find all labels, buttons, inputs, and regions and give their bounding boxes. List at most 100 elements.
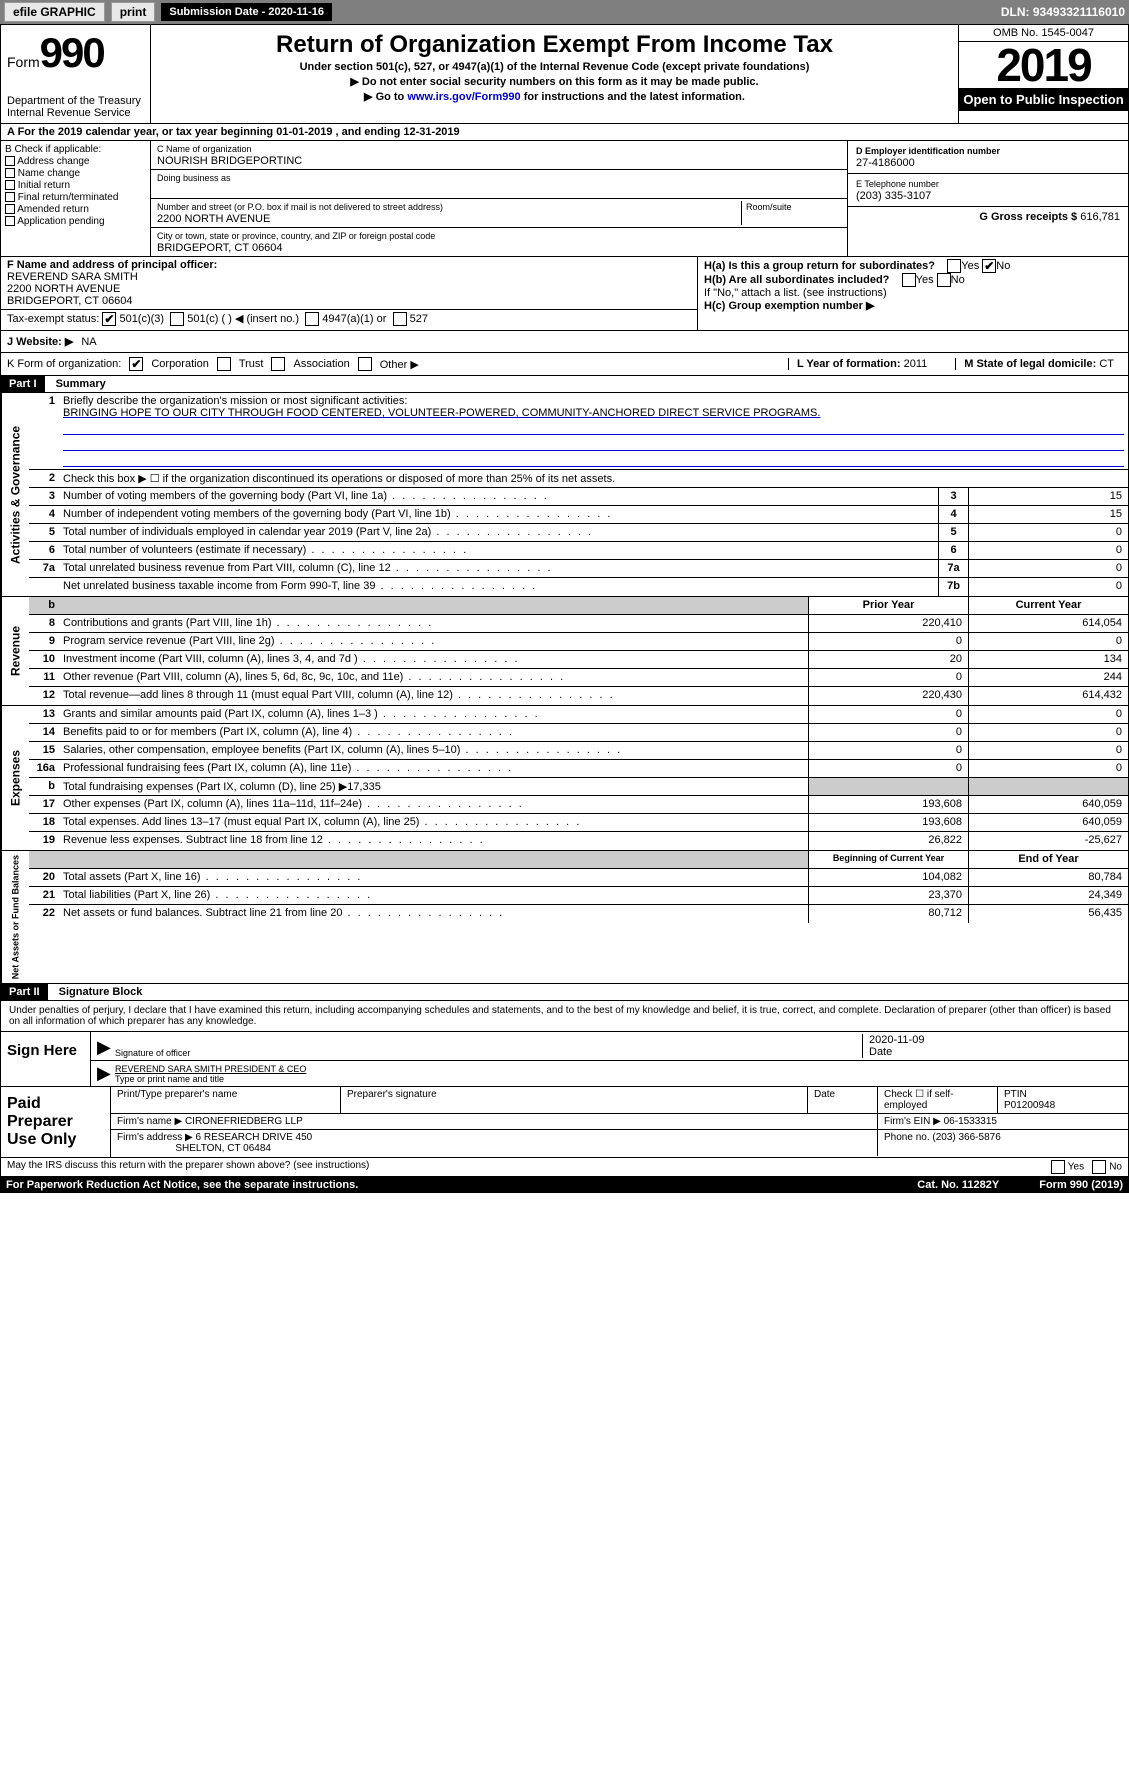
l-label: L Year of formation: bbox=[797, 358, 904, 370]
korg-row: K Form of organization: Corporation Trus… bbox=[0, 353, 1129, 376]
checkbox-501c[interactable] bbox=[170, 312, 184, 326]
irs-link[interactable]: www.irs.gov/Form990 bbox=[407, 91, 520, 103]
korg-trust[interactable] bbox=[217, 357, 231, 371]
korg-assoc[interactable] bbox=[271, 357, 285, 371]
box-c: C Name of organizationNOURISH BRIDGEPORT… bbox=[151, 141, 848, 256]
header-title-block: Return of Organization Exempt From Incom… bbox=[151, 25, 958, 123]
ptin-value: P01200948 bbox=[1004, 1100, 1055, 1111]
table-row: 12Total revenue—add lines 8 through 11 (… bbox=[29, 687, 1128, 705]
officer-addr2: BRIDGEPORT, CT 06604 bbox=[7, 295, 691, 307]
part1-badge: Part I bbox=[1, 376, 45, 392]
checkbox-amended-return[interactable] bbox=[5, 204, 15, 214]
dept-treasury: Department of the Treasury bbox=[7, 95, 144, 107]
checkbox-4947[interactable] bbox=[305, 312, 319, 326]
name-label: C Name of organization bbox=[157, 144, 252, 154]
checkbox-address-change[interactable] bbox=[5, 156, 15, 166]
officer-print-name: REVEREND SARA SMITH PRESIDENT & CEO bbox=[115, 1064, 306, 1074]
phone-label: E Telephone number bbox=[856, 179, 939, 189]
period-prefix: A For the 2019 calendar year, or tax yea… bbox=[7, 126, 276, 138]
form-note2: ▶ Go to www.irs.gov/Form990 for instruct… bbox=[155, 90, 954, 103]
part2-header: Part II Signature Block bbox=[0, 984, 1129, 1001]
officer-block: F Name and address of principal officer:… bbox=[0, 257, 1129, 331]
officer-right: H(a) Is this a group return for subordin… bbox=[698, 257, 1128, 330]
checkbox-501c3[interactable] bbox=[102, 312, 116, 326]
m-value: CT bbox=[1099, 358, 1114, 370]
boxb-opt: Amended return bbox=[5, 204, 146, 215]
end-year-hdr: End of Year bbox=[968, 851, 1128, 868]
sig-date: 2020-11-09 bbox=[869, 1034, 924, 1046]
room-label: Room/suite bbox=[746, 202, 792, 212]
opt-501c3: 501(c)(3) bbox=[119, 313, 164, 325]
part2-badge: Part II bbox=[1, 984, 48, 1000]
addr-label: Number and street (or P.O. box if mail i… bbox=[157, 202, 443, 212]
checkbox-name-change[interactable] bbox=[5, 168, 15, 178]
checkbox-final-return-terminated[interactable] bbox=[5, 192, 15, 202]
expenses-section: Expenses 13Grants and similar amounts pa… bbox=[0, 706, 1129, 851]
table-row: Net unrelated business taxable income fr… bbox=[29, 578, 1128, 596]
org-addr: 2200 NORTH AVENUE bbox=[157, 213, 270, 225]
revenue-section: Revenue bPrior YearCurrent Year 8Contrib… bbox=[0, 597, 1129, 706]
table-row: 21Total liabilities (Part X, line 26)23,… bbox=[29, 887, 1128, 905]
korg-corp-label: Corporation bbox=[151, 358, 208, 370]
l-value: 2011 bbox=[904, 358, 928, 370]
discuss-text: May the IRS discuss this return with the… bbox=[7, 1160, 369, 1174]
firm-city: SHELTON, CT 06484 bbox=[175, 1143, 271, 1154]
box-b: B Check if applicable: Address change Na… bbox=[1, 141, 151, 256]
ha-no[interactable] bbox=[982, 259, 996, 273]
website-row: J Website: ▶ NA bbox=[0, 331, 1129, 353]
submission-date-label: Submission Date - 2020-11-16 bbox=[161, 3, 332, 21]
name-print-label: Type or print name and title bbox=[115, 1074, 224, 1084]
table-row: 10Investment income (Part VIII, column (… bbox=[29, 651, 1128, 669]
city-label: City or town, state or province, country… bbox=[157, 231, 435, 241]
firm-phone: (203) 366-5876 bbox=[932, 1132, 1000, 1143]
checkbox-initial-return[interactable] bbox=[5, 180, 15, 190]
boxb-opt: Name change bbox=[5, 168, 146, 179]
korg-assoc-label: Association bbox=[293, 358, 349, 370]
hb-no[interactable] bbox=[937, 273, 951, 287]
discuss-no[interactable] bbox=[1092, 1160, 1106, 1174]
perjury-text: Under penalties of perjury, I declare th… bbox=[1, 1001, 1128, 1031]
table-row: 22Net assets or fund balances. Subtract … bbox=[29, 905, 1128, 923]
officer-left: F Name and address of principal officer:… bbox=[1, 257, 698, 330]
period-end: 12-31-2019 bbox=[403, 126, 459, 138]
gross-label: G Gross receipts $ bbox=[979, 211, 1080, 223]
table-row: 17Other expenses (Part IX, column (A), l… bbox=[29, 796, 1128, 814]
checkbox-application-pending[interactable] bbox=[5, 216, 15, 226]
korg-corp[interactable] bbox=[129, 357, 143, 371]
prior-year-hdr: Prior Year bbox=[808, 597, 968, 614]
discuss-yes[interactable] bbox=[1051, 1160, 1065, 1174]
opt-501c: 501(c) ( ) ◀ (insert no.) bbox=[187, 313, 299, 325]
checkbox-527[interactable] bbox=[393, 312, 407, 326]
hb-note: If "No," attach a list. (see instruction… bbox=[704, 287, 1122, 299]
vtab-revenue: Revenue bbox=[1, 597, 29, 705]
hb-yes[interactable] bbox=[902, 273, 916, 287]
table-row: 14Benefits paid to or for members (Part … bbox=[29, 724, 1128, 742]
ha-yes[interactable] bbox=[947, 259, 961, 273]
phone-value: (203) 335-3107 bbox=[856, 190, 931, 202]
l2-text: Check this box ▶ ☐ if the organization d… bbox=[59, 470, 1128, 487]
boxb-opt: Address change bbox=[5, 156, 146, 167]
opt-527: 527 bbox=[410, 313, 428, 325]
entity-block: B Check if applicable: Address change Na… bbox=[0, 141, 1129, 257]
boxb-opt: Initial return bbox=[5, 180, 146, 191]
ein-value: 27-4186000 bbox=[856, 157, 915, 169]
vtab-governance: Activities & Governance bbox=[1, 393, 29, 596]
efile-button[interactable]: efile GRAPHIC bbox=[4, 2, 105, 22]
period-row: A For the 2019 calendar year, or tax yea… bbox=[0, 124, 1129, 141]
sig-date-label: Date bbox=[869, 1046, 892, 1058]
form-ref: Form 990 (2019) bbox=[1039, 1179, 1123, 1191]
table-row: 9Program service revenue (Part VIII, lin… bbox=[29, 633, 1128, 651]
note2-post: for instructions and the latest informat… bbox=[521, 91, 745, 103]
form-subtitle: Under section 501(c), 527, or 4947(a)(1)… bbox=[155, 61, 954, 73]
dba-label: Doing business as bbox=[157, 173, 231, 183]
dln-label: DLN: 93493321116010 bbox=[1001, 5, 1125, 19]
korg-other-label: Other ▶ bbox=[380, 358, 419, 371]
korg-other[interactable] bbox=[358, 357, 372, 371]
opt-4947: 4947(a)(1) or bbox=[322, 313, 386, 325]
firm-name-label: Firm's name ▶ bbox=[117, 1116, 182, 1127]
print-button[interactable]: print bbox=[111, 2, 156, 22]
paperwork-notice: For Paperwork Reduction Act Notice, see … bbox=[6, 1179, 358, 1191]
l1-label: Briefly describe the organization's miss… bbox=[63, 395, 407, 407]
sign-here-label: Sign Here bbox=[1, 1032, 91, 1086]
table-row: 4Number of independent voting members of… bbox=[29, 506, 1128, 524]
